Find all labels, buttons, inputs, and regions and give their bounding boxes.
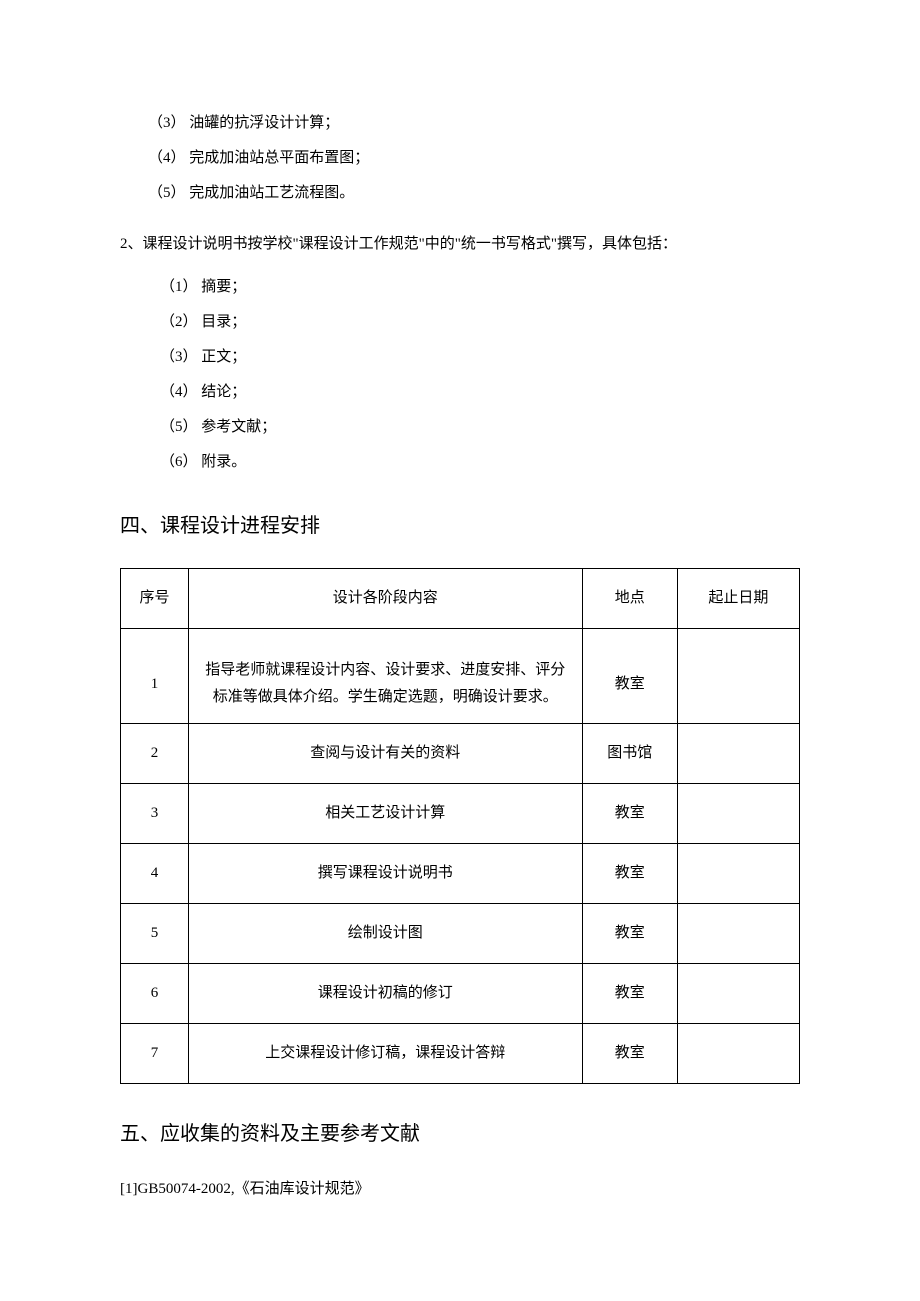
table-cell-content: 相关工艺设计计算	[188, 784, 582, 844]
section-heading-references: 五、应收集的资料及主要参考文献	[120, 1116, 800, 1152]
table-row: 3 相关工艺设计计算 教室	[121, 784, 800, 844]
table-cell-date	[677, 904, 799, 964]
reference-item: [1]GB50074-2002,《石油库设计规范》	[120, 1176, 800, 1203]
list-item: （1） 摘要；	[160, 274, 800, 301]
table-row: 7 上交课程设计修订稿，课程设计答辩 教室	[121, 1024, 800, 1084]
table-row: 4 撰写课程设计说明书 教室	[121, 844, 800, 904]
table-header-location: 地点	[582, 569, 677, 629]
table-cell-content: 上交课程设计修订稿，课程设计答辩	[188, 1024, 582, 1084]
list-item: （2） 目录；	[160, 309, 800, 336]
section-heading-schedule: 四、课程设计进程安排	[120, 508, 800, 544]
table-header-row: 序号 设计各阶段内容 地点 起止日期	[121, 569, 800, 629]
table-header-date: 起止日期	[677, 569, 799, 629]
list-item: （3） 油罐的抗浮设计计算；	[148, 110, 800, 137]
table-cell-seq: 7	[121, 1024, 189, 1084]
table-cell-content: 撰写课程设计说明书	[188, 844, 582, 904]
list-item: （5） 完成加油站工艺流程图。	[148, 180, 800, 207]
table-cell-seq: 4	[121, 844, 189, 904]
table-cell-location: 教室	[582, 964, 677, 1024]
table-cell-content: 查阅与设计有关的资料	[188, 724, 582, 784]
table-cell-content: 指导老师就课程设计内容、设计要求、进度安排、评分标准等做具体介绍。学生确定选题，…	[188, 629, 582, 724]
table-cell-location: 图书馆	[582, 724, 677, 784]
table-cell-location: 教室	[582, 844, 677, 904]
list-item: （6） 附录。	[160, 449, 800, 476]
table-cell-content: 课程设计初稿的修订	[188, 964, 582, 1024]
list-item: （4） 结论；	[160, 379, 800, 406]
table-cell-date	[677, 964, 799, 1024]
table-cell-seq: 1	[121, 629, 189, 724]
top-item-list: （3） 油罐的抗浮设计计算； （4） 完成加油站总平面布置图； （5） 完成加油…	[120, 110, 800, 207]
table-cell-content: 绘制设计图	[188, 904, 582, 964]
table-row: 1 指导老师就课程设计内容、设计要求、进度安排、评分标准等做具体介绍。学生确定选…	[121, 629, 800, 724]
table-cell-seq: 3	[121, 784, 189, 844]
table-cell-seq: 2	[121, 724, 189, 784]
table-cell-seq: 6	[121, 964, 189, 1024]
list-item: （3） 正文；	[160, 344, 800, 371]
table-cell-date	[677, 784, 799, 844]
table-row: 2 查阅与设计有关的资料 图书馆	[121, 724, 800, 784]
table-row: 6 课程设计初稿的修订 教室	[121, 964, 800, 1024]
list-item: （4） 完成加油站总平面布置图；	[148, 145, 800, 172]
schedule-table: 序号 设计各阶段内容 地点 起止日期 1 指导老师就课程设计内容、设计要求、进度…	[120, 568, 800, 1084]
table-cell-location: 教室	[582, 784, 677, 844]
numbered-paragraph: 2、课程设计说明书按学校"课程设计工作规范"中的"统一书写格式"撰写，具体包括：	[120, 231, 800, 258]
table-cell-date	[677, 1024, 799, 1084]
table-cell-seq: 5	[121, 904, 189, 964]
table-header-content: 设计各阶段内容	[188, 569, 582, 629]
sub-item-list: （1） 摘要； （2） 目录； （3） 正文； （4） 结论； （5） 参考文献…	[160, 274, 800, 476]
list-item: （5） 参考文献；	[160, 414, 800, 441]
table-cell-date	[677, 629, 799, 724]
table-cell-location: 教室	[582, 629, 677, 724]
table-cell-location: 教室	[582, 1024, 677, 1084]
table-cell-date	[677, 844, 799, 904]
table-row: 5 绘制设计图 教室	[121, 904, 800, 964]
table-cell-date	[677, 724, 799, 784]
table-header-seq: 序号	[121, 569, 189, 629]
table-cell-location: 教室	[582, 904, 677, 964]
